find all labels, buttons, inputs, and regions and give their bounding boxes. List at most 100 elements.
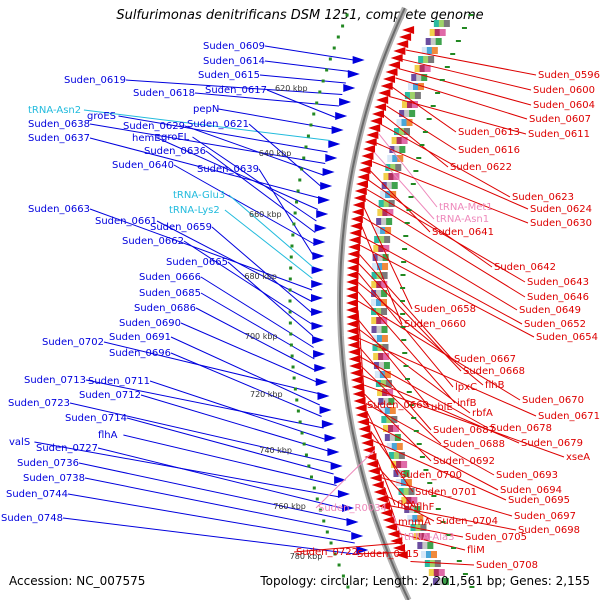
forward-gene-arrow: [311, 266, 324, 274]
gene-label-left: Suden_0686: [134, 303, 196, 314]
feature-tile: [388, 398, 395, 405]
gene-label-left: Suden_0702: [42, 337, 104, 348]
tick-dash: [451, 547, 457, 549]
gene-label-right: Suden_0600: [533, 85, 595, 96]
feature-tile: [388, 425, 395, 432]
tick-dot: [296, 409, 300, 413]
callout-line: [359, 347, 432, 431]
forward-gene-arrow: [324, 434, 337, 442]
tick-dash: [404, 378, 410, 380]
feature-tile: [396, 137, 403, 144]
gene-label-right: rbfA: [472, 408, 493, 419]
gene-label-right: xseA: [566, 452, 590, 463]
callout-lines: [34, 45, 565, 566]
feature-tile: [382, 209, 389, 216]
feature-tile: [381, 335, 388, 342]
callout-line: [200, 292, 315, 360]
feature-tile: [430, 38, 437, 45]
callout-line: [395, 77, 528, 120]
feature-tile: [398, 488, 405, 495]
callout-line: [370, 170, 431, 233]
forward-gene-arrow: [314, 224, 327, 232]
tick-dot: [325, 68, 329, 72]
forward-gene-arrow: [335, 112, 348, 120]
kbp-tick-label: 740 kbp: [259, 446, 292, 455]
callout-line: [386, 495, 435, 522]
feature-tile: [429, 560, 436, 567]
kbp-tick-label: 780 kbp: [290, 552, 323, 561]
tick-dash: [401, 339, 407, 341]
forward-gene-arrow: [321, 420, 334, 428]
tick-dot: [336, 35, 340, 39]
callout-line: [89, 208, 313, 291]
reverse-gene-arrow: [348, 236, 361, 244]
feature-tile: [407, 515, 414, 522]
genome-title: Sulfurimonas denitrificans DSM 1251, com…: [116, 8, 484, 23]
tick-dash: [408, 404, 414, 406]
feature-tile: [377, 263, 384, 270]
feature-tile: [406, 119, 413, 126]
feature-tile: [416, 74, 423, 81]
callout-line: [389, 505, 517, 531]
callout-line: [357, 319, 430, 408]
feature-tile: [442, 578, 449, 585]
tick-dot: [306, 134, 310, 138]
forward-gene-arrow: [337, 490, 350, 498]
feature-tile: [388, 452, 395, 459]
forward-gene-arrow: [314, 364, 327, 372]
feature-tile: [379, 407, 386, 414]
reverse-gene-arrow: [371, 481, 384, 489]
gene-label-right: Suden_0692: [433, 456, 495, 467]
feature-tile: [392, 155, 399, 162]
gene-label-right: Suden_0698: [518, 525, 580, 536]
gene-label-right: tRNA-Met1: [439, 202, 493, 213]
reverse-gene-arrow: [355, 411, 368, 419]
gene-label-left: groEL: [161, 132, 190, 143]
callout-line: [156, 220, 313, 302]
feature-tile: [373, 245, 380, 252]
feature-tile: [383, 353, 390, 360]
feature-tile: [399, 110, 406, 117]
forward-gene-arrow: [320, 182, 333, 190]
accession-label: Accession: NC_007575: [9, 574, 146, 588]
gene-label-right: flhF: [416, 502, 435, 513]
tick-dot: [309, 475, 313, 479]
tick-dash: [400, 300, 406, 302]
forward-gene-arrow: [330, 462, 343, 470]
reverse-gene-arrow: [347, 348, 360, 356]
feature-tile: [384, 407, 391, 414]
forward-gene-arrow: [312, 252, 325, 260]
feature-tile: [386, 218, 393, 225]
feature-tile: [378, 362, 385, 369]
tick-dot: [292, 376, 296, 380]
callout-line: [194, 92, 339, 107]
feature-tile: [383, 200, 390, 207]
gene-label-right: Suden_0607: [529, 114, 591, 125]
feature-tile: [371, 290, 378, 297]
callout-line: [258, 168, 314, 256]
tick-dash: [450, 53, 456, 55]
feature-tile: [393, 425, 400, 432]
callout-line: [368, 421, 499, 491]
forward-gene-arrow: [347, 70, 360, 78]
callout-line: [372, 161, 529, 224]
callout-line: [140, 394, 329, 452]
feature-tile: [373, 362, 380, 369]
gene-label-left: Suden_0690: [119, 318, 181, 329]
reverse-gene-arrow: [350, 222, 363, 230]
reverse-gene-arrow: [372, 110, 385, 118]
feature-tile: [398, 470, 405, 477]
tick-dot: [293, 211, 297, 215]
reverse-gene-arrow: [346, 264, 359, 272]
feature-tile: [401, 497, 408, 504]
tick-dot: [312, 486, 316, 490]
feature-tile: [374, 371, 381, 378]
feature-tile: [399, 146, 406, 153]
feature-tile: [391, 443, 398, 450]
feature-tile: [401, 137, 408, 144]
gene-label-left: Suden_0727: [36, 443, 98, 454]
reverse-gene-arrow: [376, 96, 389, 104]
callout-line: [366, 189, 526, 283]
tick-dash: [430, 105, 436, 107]
